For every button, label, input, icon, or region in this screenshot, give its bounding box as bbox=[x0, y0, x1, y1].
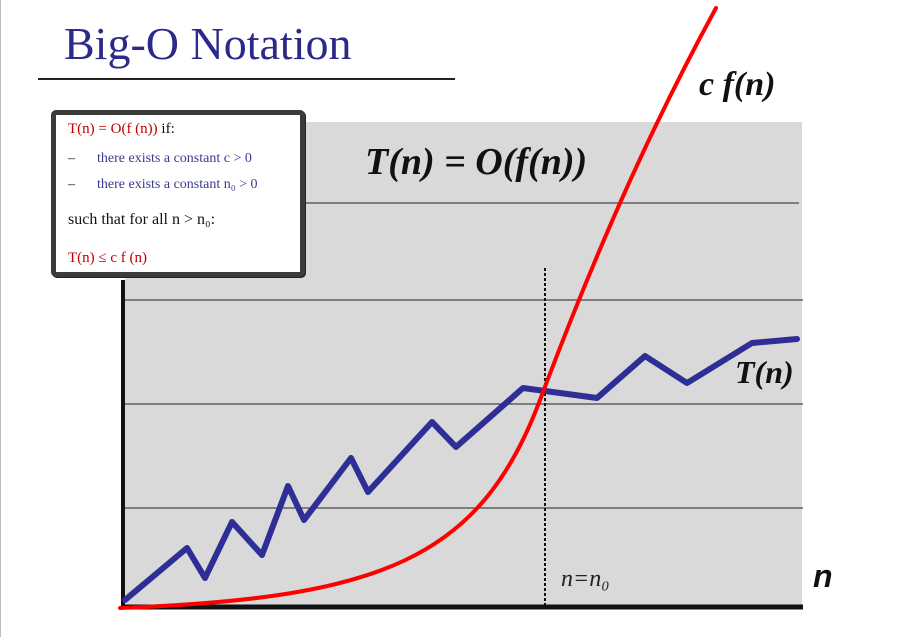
definition-result: T(n) ≤ c f (n) bbox=[68, 250, 148, 266]
slide-title: Big-O Notation bbox=[64, 18, 352, 69]
t-of-n-label: T(n) bbox=[735, 354, 794, 390]
definition-bullet: – there exists a constant c > 0 bbox=[68, 151, 252, 167]
t-of-n-curve bbox=[122, 336, 800, 603]
definition-condition: such that for all n > n₀: bbox=[68, 211, 216, 228]
c-f-of-n-curve bbox=[118, 6, 718, 610]
bullet-dash: – bbox=[68, 151, 75, 166]
c-f-of-n-label: c f(n) bbox=[699, 66, 776, 103]
definition-box: T(n) = O(f (n)) if: – there exists a cons… bbox=[51, 110, 305, 277]
definition-heading: T(n) = O(f (n)) if: bbox=[68, 121, 175, 138]
big-o-equation-label: T(n) = O(f(n)) bbox=[365, 141, 588, 183]
definition-bullet: – there exists a constant n₀ > 0 bbox=[68, 177, 258, 193]
title-underline bbox=[38, 78, 455, 80]
definition-heading-math: T(n) = O(f (n)) bbox=[68, 121, 158, 137]
definition-heading-suffix: if: bbox=[157, 121, 175, 137]
bullet-text: there exists a constant c > 0 bbox=[97, 151, 252, 166]
bullet-text: there exists a constant n₀ > 0 bbox=[97, 177, 258, 192]
threshold-label: n=n₀ bbox=[561, 566, 610, 592]
x-axis-label: n bbox=[813, 558, 833, 594]
bullet-dash: – bbox=[68, 177, 75, 192]
slide-edge bbox=[0, 0, 1, 637]
